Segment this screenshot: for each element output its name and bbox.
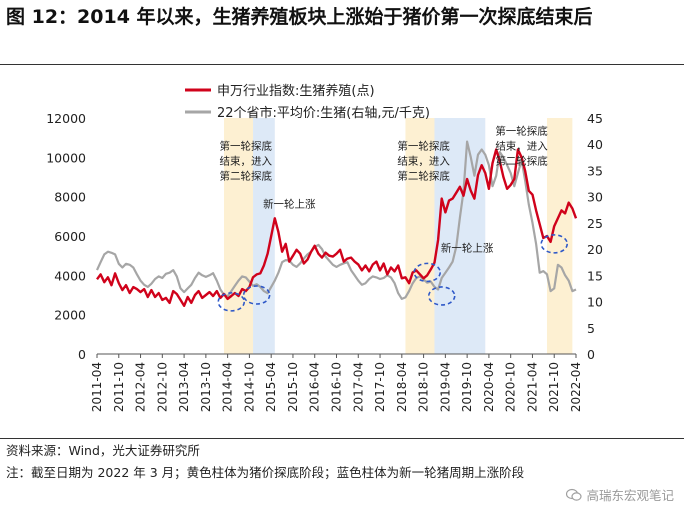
figure-title: 图 12：2014 年以来，生猪养殖板块上涨始于猪价第一次探底结束后	[6, 6, 593, 28]
dashed-circle	[540, 234, 569, 254]
annotation-layer: 第一轮探底结束，进入第二轮探底新一轮上涨第一轮探底结束，进入第二轮探底新一轮上涨…	[220, 125, 549, 255]
y-right-tick-label: 5	[587, 321, 595, 336]
footnote: 注：截至日期为 2022 年 3 月；黄色柱体为猪价探底阶段；蓝色柱体为新一轮猪…	[6, 465, 525, 480]
title-divider	[0, 64, 684, 65]
annotation-line: 结束，进入	[220, 154, 273, 167]
x-tick-label: 2016-10	[330, 362, 344, 412]
y-left-tick-label: 4000	[54, 268, 86, 283]
y-right-tick-label: 20	[587, 242, 603, 257]
x-tick-label: 2019-10	[460, 362, 474, 412]
x-tick-label: 2021-10	[547, 362, 561, 412]
circle-layer	[217, 234, 569, 312]
x-tick-label: 2012-10	[155, 362, 169, 412]
y-left-tick-label: 8000	[54, 190, 86, 205]
legend: 申万行业指数:生猪养殖(点) 22个省市:平均价:生猪(右轴,元/千克)	[185, 83, 430, 121]
yellow-band	[405, 118, 435, 354]
annotation: 新一轮上涨	[263, 197, 316, 210]
x-tick-label: 2011-04	[90, 362, 104, 412]
x-tick-label: 2021-04	[525, 362, 539, 412]
y-right-tick-label: 45	[587, 111, 603, 126]
annotation-line: 第二轮探底	[495, 155, 548, 168]
legend-label: 申万行业指数:生猪养殖(点)	[217, 83, 375, 99]
x-tick-label: 2014-04	[221, 362, 235, 412]
x-tick-label: 2017-10	[373, 362, 387, 412]
y-left-tick-label: 10000	[46, 150, 86, 165]
annotation-line: 第二轮探底	[397, 169, 450, 182]
y-right-tick-label: 15	[587, 268, 603, 283]
x-tick-label: 2020-04	[482, 362, 496, 412]
y-left-tick-label: 0	[78, 347, 86, 362]
annotation-line: 第一轮探底	[495, 125, 548, 138]
x-tick-label: 2014-10	[242, 362, 256, 412]
index-line	[96, 148, 578, 307]
annotation-line: 第一轮探底	[397, 139, 450, 152]
y-left-tick-label: 12000	[46, 111, 86, 126]
annotation-line: 新一轮上涨	[441, 242, 494, 255]
watermark-text: 高瑞东宏观笔记	[586, 488, 674, 503]
y-right-tick-label: 10	[587, 295, 603, 310]
x-tick-label: 2018-10	[417, 362, 431, 412]
dashed-circle	[427, 286, 456, 306]
band-layer	[224, 118, 573, 354]
x-tick-label: 2017-04	[351, 362, 365, 412]
series-layer	[95, 140, 578, 307]
yellow-band	[224, 118, 254, 354]
hog-price-line	[95, 140, 577, 300]
y-right-tick-label: 0	[587, 347, 595, 362]
y-left-tick-label: 2000	[54, 308, 86, 323]
annotation-line: 第一轮探底	[220, 139, 273, 152]
annotation-line: 结束，进入	[397, 154, 450, 167]
x-tick-label: 2015-10	[286, 362, 300, 412]
x-tick-label: 2015-04	[264, 362, 278, 412]
y-right-tick-label: 40	[587, 137, 603, 152]
annotation-line: 新一轮上涨	[263, 197, 316, 210]
dashed-circle	[217, 292, 246, 312]
y-left-tick-label: 6000	[54, 229, 86, 244]
annotation: 新一轮上涨	[441, 242, 494, 255]
axes-layer: 0 2000 4000 6000 8000 10000 12000 0 5 10 15 20 25 30 3…	[46, 111, 603, 412]
annotation-line: 结束，进入	[495, 140, 548, 153]
dashed-circle	[413, 262, 442, 283]
y-right-tick-label: 30	[587, 190, 603, 205]
annotation-line: 第二轮探底	[220, 169, 273, 182]
y-right-tick-label: 25	[587, 216, 603, 231]
legend-label: 22个省市:平均价:生猪(右轴,元/千克)	[217, 105, 430, 121]
x-tick-label: 2018-04	[395, 362, 409, 412]
chart: 0 2000 4000 6000 8000 10000 12000 0 5 10 15 20 25 30 3…	[46, 83, 603, 412]
footer-divider	[0, 438, 684, 439]
wechat-icon	[566, 488, 583, 501]
x-tick-label: 2020-10	[504, 362, 518, 412]
x-tick-label: 2012-04	[134, 362, 148, 412]
source-note: 资料来源：Wind，光大证券研究所	[6, 443, 200, 458]
x-tick-label: 2019-04	[438, 362, 452, 412]
x-tick-label: 2013-04	[177, 362, 191, 412]
x-tick-label: 2013-10	[199, 362, 213, 412]
y-right-tick-label: 35	[587, 163, 603, 178]
watermark: 高瑞东宏观笔记	[566, 485, 674, 504]
x-tick-label: 2016-04	[308, 362, 322, 412]
x-tick-label: 2022-04	[569, 362, 583, 412]
dashed-circle	[242, 285, 271, 305]
x-tick-label: 2011-10	[112, 362, 126, 412]
